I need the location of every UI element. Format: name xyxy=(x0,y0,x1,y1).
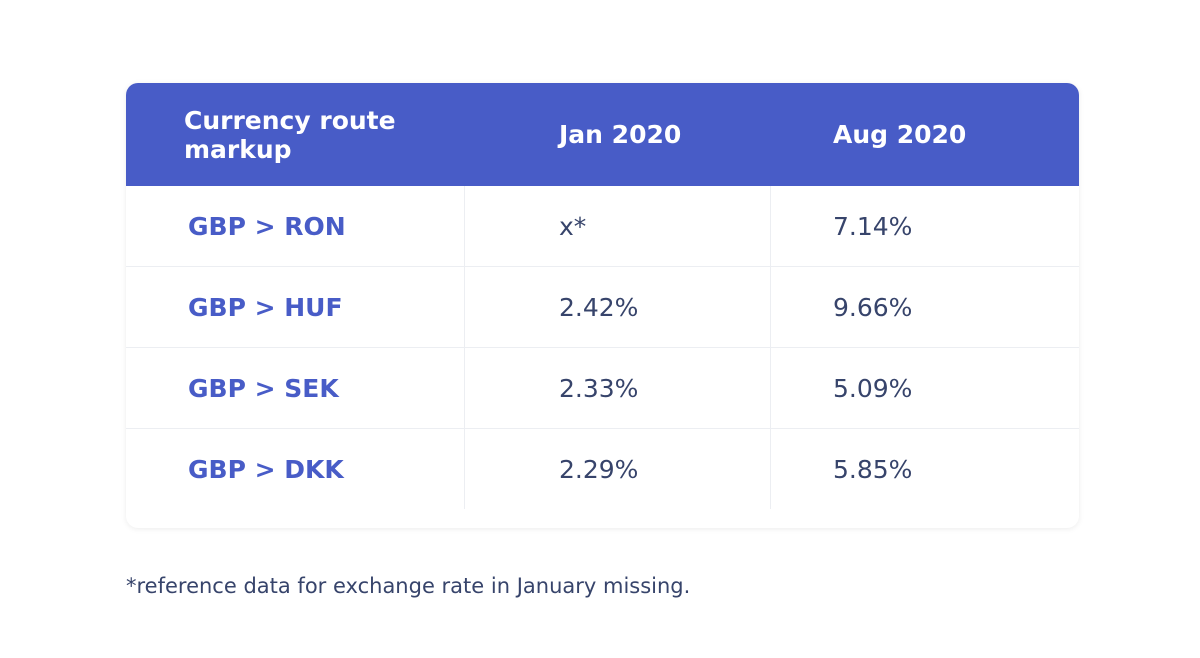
table-cell: GBP > SEK xyxy=(126,348,465,428)
table-row: GBP > RON x* 7.14% xyxy=(126,186,1079,267)
table-cell: x* xyxy=(465,186,771,266)
table-row: GBP > SEK 2.33% 5.09% xyxy=(126,348,1079,429)
table-cell: 5.09% xyxy=(833,373,913,403)
table-row: GBP > HUF 2.42% 9.66% xyxy=(126,267,1079,348)
table-cell: 2.42% xyxy=(465,267,771,347)
header-cell: Jan 2020 xyxy=(559,120,682,149)
table-cell: 5.85% xyxy=(833,454,913,484)
table-cell: GBP > RON xyxy=(126,186,465,266)
table-cell: GBP > HUF xyxy=(126,267,465,347)
table-cell: 7.14% xyxy=(833,211,913,241)
table-row: GBP > DKK 2.29% 5.85% xyxy=(126,429,1079,509)
footnote: *reference data for exchange rate in Jan… xyxy=(126,574,691,598)
header-cell: Currency route markup xyxy=(184,105,396,164)
table-body: GBP > RON x* 7.14% GBP > HUF 2.42% 9.66% GBP >… xyxy=(126,186,1079,509)
header-cell: Aug 2020 xyxy=(833,120,967,149)
table-cell: 9.66% xyxy=(833,292,913,322)
table-cell: GBP > DKK xyxy=(126,429,465,509)
table-cell: 2.33% xyxy=(465,348,771,428)
table: Currency route markup Jan 2020 Aug 2020 … xyxy=(126,83,1079,528)
table-cell: 2.29% xyxy=(465,429,771,509)
header-row: Currency route markup Jan 2020 Aug 2020 xyxy=(126,83,1079,186)
